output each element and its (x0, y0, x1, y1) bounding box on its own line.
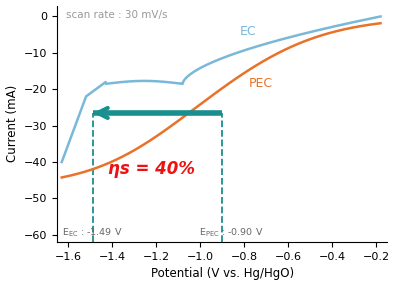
Text: PEC: PEC (249, 78, 273, 90)
Text: $\mathregular{E_{PEC}}$ : -0.90 V: $\mathregular{E_{PEC}}$ : -0.90 V (199, 227, 263, 239)
Y-axis label: Current (mA): Current (mA) (6, 85, 19, 162)
Text: EC: EC (240, 25, 257, 38)
Text: ηs = 40%: ηs = 40% (109, 160, 195, 178)
Text: $\mathregular{E_{EC}}$ : -1.49 V: $\mathregular{E_{EC}}$ : -1.49 V (62, 227, 123, 239)
Text: scan rate : 30 mV/s: scan rate : 30 mV/s (66, 10, 168, 20)
X-axis label: Potential (V vs. Hg/HgO): Potential (V vs. Hg/HgO) (150, 267, 294, 281)
